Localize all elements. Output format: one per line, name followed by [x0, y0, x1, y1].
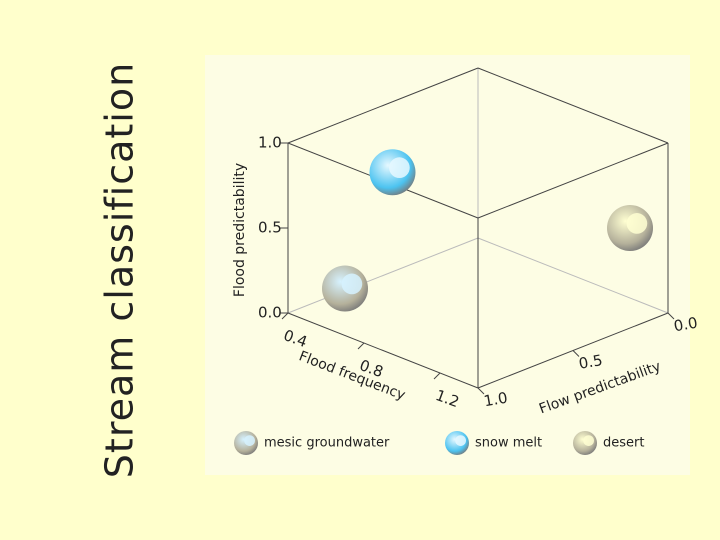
sphere-highlight	[389, 157, 410, 178]
z-axis-label: Flood predictability	[232, 163, 248, 297]
back-edge	[477, 237, 669, 314]
sphere-highlight	[244, 435, 256, 446]
sphere-highlight	[455, 435, 466, 446]
legend-label: mesic groundwater	[264, 436, 390, 451]
sphere	[369, 149, 416, 196]
slide-title: Stream classification	[98, 62, 142, 478]
sphere	[607, 205, 653, 251]
legend-label: snow melt	[475, 436, 542, 451]
back-edge	[287, 237, 479, 314]
chart-panel	[205, 55, 690, 475]
box-edge	[477, 142, 669, 219]
z-tick-label: 0.5	[258, 219, 282, 237]
y-tick	[477, 387, 485, 395]
y-tick	[572, 350, 580, 357]
x-tick	[433, 372, 441, 380]
sphere	[322, 265, 368, 312]
sphere-highlight	[626, 213, 648, 234]
legend-icon	[573, 431, 597, 455]
y-tick-label: 1.0	[482, 389, 509, 411]
y-tick-label: 0.0	[672, 314, 699, 336]
x-tick	[281, 312, 289, 320]
z-tick-label: 1.0	[258, 134, 282, 152]
box-edge	[287, 67, 479, 144]
legend-icon	[234, 431, 258, 455]
sphere-highlight	[583, 435, 594, 446]
x-tick	[357, 342, 365, 350]
box-edge	[287, 312, 479, 389]
legend-icon	[445, 431, 469, 455]
y-tick-label: 0.5	[577, 351, 604, 373]
y-tick	[667, 312, 675, 320]
z-tick-label: 0.0	[258, 304, 282, 322]
legend-label: desert	[603, 436, 644, 451]
box-edge	[477, 67, 669, 144]
sphere-highlight	[341, 273, 363, 295]
